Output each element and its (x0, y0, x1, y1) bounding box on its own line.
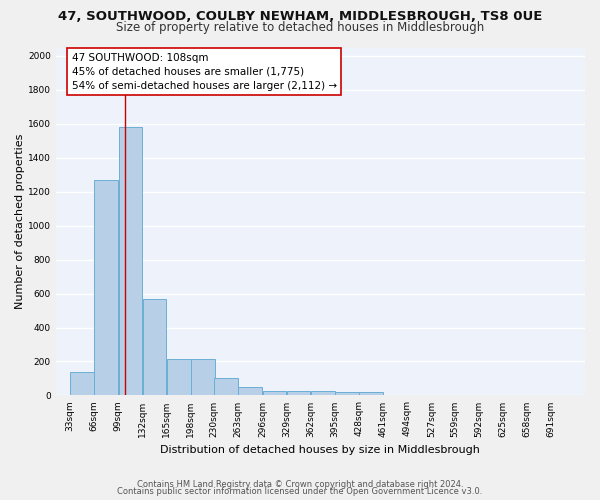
X-axis label: Distribution of detached houses by size in Middlesbrough: Distribution of detached houses by size … (160, 445, 480, 455)
Text: Size of property relative to detached houses in Middlesbrough: Size of property relative to detached ho… (116, 21, 484, 34)
Bar (70, 372, 94, 396)
Bar (143, 298, 166, 396)
Bar (335, 392, 359, 396)
Bar (167, 359, 191, 396)
Bar (191, 359, 215, 396)
Text: 47 SOUTHWOOD: 108sqm
45% of detached houses are smaller (1,775)
54% of semi-deta: 47 SOUTHWOOD: 108sqm 45% of detached hou… (71, 52, 337, 90)
Bar (311, 391, 335, 396)
Text: Contains HM Land Registry data © Crown copyright and database right 2024.: Contains HM Land Registry data © Crown c… (137, 480, 463, 489)
Text: 47, SOUTHWOOD, COULBY NEWHAM, MIDDLESBROUGH, TS8 0UE: 47, SOUTHWOOD, COULBY NEWHAM, MIDDLESBRO… (58, 10, 542, 23)
Text: Contains public sector information licensed under the Open Government Licence v3: Contains public sector information licen… (118, 487, 482, 496)
Bar (214, 378, 238, 396)
Y-axis label: Number of detached properties: Number of detached properties (15, 134, 25, 309)
Bar (287, 391, 310, 396)
Bar (94, 180, 118, 396)
Bar (359, 392, 383, 396)
Bar (238, 387, 262, 396)
Bar (263, 391, 286, 396)
Bar (119, 128, 142, 396)
